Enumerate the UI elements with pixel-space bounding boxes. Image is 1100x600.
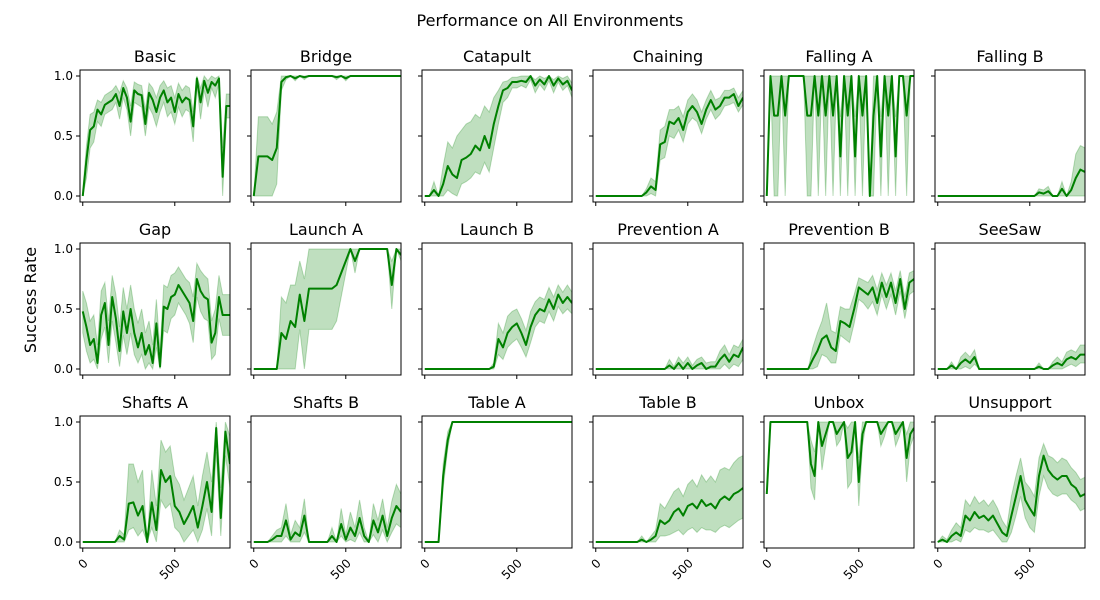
mean-line xyxy=(424,421,572,543)
plot-frame xyxy=(934,242,1086,376)
confidence-band xyxy=(253,248,401,370)
confidence-band xyxy=(936,442,1085,543)
subplot-shafts-b: Shafts B 0 500 xyxy=(247,393,402,582)
mean-line xyxy=(252,75,401,197)
subplot-title: Prevention A xyxy=(617,220,719,239)
mean-line xyxy=(937,168,1085,197)
subplot-title: Falling B xyxy=(976,47,1043,66)
y-tick-label: 0.0 xyxy=(54,535,73,549)
mean-line xyxy=(937,454,1085,543)
mean-line xyxy=(424,75,572,197)
subplot-title: Shafts A xyxy=(122,393,188,412)
subplot-seesaw: SeeSaw xyxy=(931,220,1086,379)
y-tick-label: 0.0 xyxy=(54,189,73,203)
x-tick-label: 0 xyxy=(931,556,946,571)
subplot-title: Launch A xyxy=(289,220,363,239)
x-tick-label: 0 xyxy=(418,556,433,571)
y-tick-label: 0.5 xyxy=(54,475,73,489)
subplot-title: Unbox xyxy=(814,393,865,412)
subplot-chaining: Chaining xyxy=(589,47,744,206)
x-tick-label: 500 xyxy=(841,556,867,582)
y-tick-label: 1.0 xyxy=(54,69,73,83)
subplot-title: SeeSaw xyxy=(979,220,1042,239)
subplot-title: Shafts B xyxy=(293,393,359,412)
mean-line xyxy=(595,487,743,543)
confidence-band xyxy=(424,283,572,370)
subplot-gap: Gap 0.0 0.5 1.0 xyxy=(54,220,231,379)
subplot-prevention-b: Prevention B xyxy=(760,220,915,379)
mean-line xyxy=(253,248,401,370)
x-tick-label: 0 xyxy=(760,556,775,571)
subplot-prevention-a: Prevention A xyxy=(589,220,744,379)
subplot-grid: Basic 0.0 0.5 1.0 Bridge Catapult Chaining Fall… xyxy=(54,47,1086,582)
y-tick-label: 1.0 xyxy=(54,242,73,256)
mean-line xyxy=(81,77,230,197)
x-tick-label: 500 xyxy=(1012,556,1038,582)
subplot-launch-a: Launch A xyxy=(247,220,402,379)
mean-line xyxy=(253,505,401,543)
confidence-band xyxy=(253,75,401,197)
subplot-title: Falling A xyxy=(805,47,872,66)
subplot-title: Table B xyxy=(638,393,696,412)
mean-line xyxy=(424,293,572,370)
subplot-title: Catapult xyxy=(463,47,531,66)
subplot-launch-b: Launch B xyxy=(418,220,573,379)
mean-line xyxy=(595,346,743,370)
y-axis-label: Success Rate xyxy=(21,247,40,353)
confidence-band xyxy=(253,482,401,544)
subplot-title: Table A xyxy=(467,393,525,412)
subplot-title: Launch B xyxy=(460,220,534,239)
subplot-table-a: Table A 0 500 xyxy=(418,393,573,582)
mean-line xyxy=(765,75,914,197)
y-tick-label: 0.5 xyxy=(54,302,73,316)
mean-line xyxy=(766,278,914,370)
plot-frame xyxy=(421,415,573,549)
confidence-band xyxy=(82,74,230,197)
figure-title: Performance on All Environments xyxy=(417,11,684,30)
subplot-title: Unsupport xyxy=(968,393,1051,412)
x-tick-label: 500 xyxy=(499,556,525,582)
subplot-unsupport: Unsupport 0 500 xyxy=(931,393,1086,582)
subplot-catapult: Catapult xyxy=(418,47,573,206)
subplot-falling-a: Falling A xyxy=(760,47,915,206)
x-tick-label: 500 xyxy=(328,556,354,582)
plot-frame xyxy=(763,242,915,376)
subplot-title: Prevention B xyxy=(788,220,890,239)
subplot-title: Gap xyxy=(139,220,171,239)
subplot-table-b: Table B 0 500 xyxy=(589,393,744,582)
y-tick-label: 0.0 xyxy=(54,362,73,376)
x-tick-label: 500 xyxy=(670,556,696,582)
subplot-basic: Basic 0.0 0.5 1.0 xyxy=(54,47,231,206)
y-tick-label: 0.5 xyxy=(54,129,73,143)
confidence-band xyxy=(766,270,914,370)
x-tick-label: 0 xyxy=(589,556,604,571)
subplot-shafts-a: Shafts A 0.0 0.5 1.0 0 500 xyxy=(54,393,231,582)
mean-line xyxy=(595,93,743,197)
confidence-band xyxy=(766,421,914,507)
subplot-title: Bridge xyxy=(300,47,352,66)
confidence-band xyxy=(424,75,572,197)
confidence-band xyxy=(82,261,230,371)
confidence-band xyxy=(595,87,743,197)
mean-line xyxy=(937,353,1085,370)
mean-line xyxy=(765,421,914,495)
x-tick-label: 0 xyxy=(76,556,91,571)
subplot-bridge: Bridge xyxy=(247,47,402,206)
x-tick-label: 0 xyxy=(247,556,262,571)
x-tick-label: 500 xyxy=(157,556,183,582)
y-tick-label: 1.0 xyxy=(54,415,73,429)
subplot-title: Basic xyxy=(134,47,176,66)
mean-line xyxy=(81,278,230,368)
subplot-unbox: Unbox 0 500 xyxy=(760,393,915,582)
confidence-band xyxy=(82,421,230,544)
mean-line xyxy=(82,427,230,543)
subplot-title: Chaining xyxy=(633,47,703,66)
subplot-falling-b: Falling B xyxy=(931,47,1086,206)
